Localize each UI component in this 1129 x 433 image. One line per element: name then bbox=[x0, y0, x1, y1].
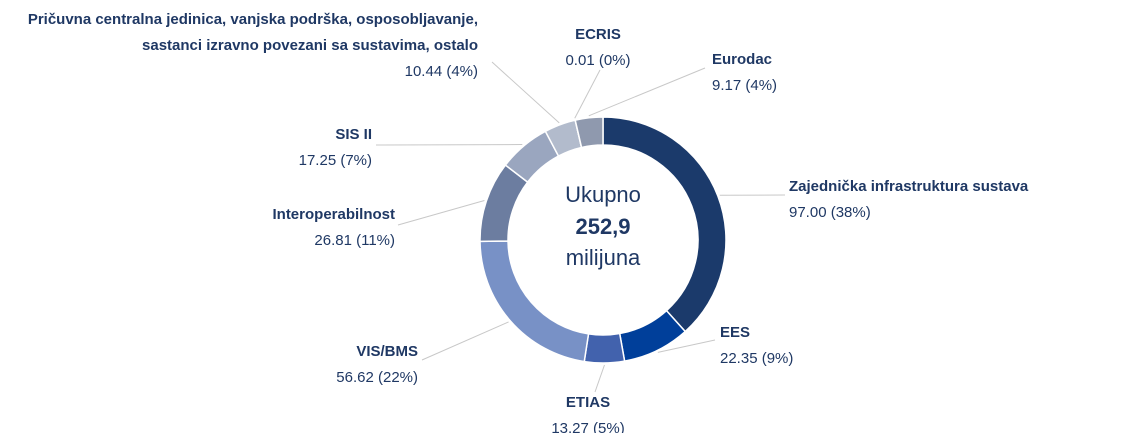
slice-label: Eurodac 9.17 (4%) bbox=[712, 47, 777, 99]
category-label: Zajednička infrastruktura sustava bbox=[789, 178, 1029, 195]
slice-label: SIS II 17.25 (7%) bbox=[0, 122, 372, 174]
value-label: 9.17 (4%) bbox=[712, 77, 778, 94]
category-label: ECRIS bbox=[575, 26, 621, 43]
center-label: 252,9 bbox=[575, 214, 630, 239]
leader-line bbox=[397, 199, 485, 226]
value-label: 22.35 (9%) bbox=[720, 350, 794, 367]
center-label: milijuna bbox=[566, 245, 641, 270]
slice-label: VIS/BMS 56.62 (22%) bbox=[0, 339, 418, 391]
slice-label: ETIAS 13.27 (5%) bbox=[438, 390, 738, 433]
leader-line bbox=[594, 364, 605, 393]
slice-label: Pričuvna centralna jedinica, vanjska pod… bbox=[0, 7, 478, 85]
leader-line bbox=[491, 61, 560, 124]
leader-line bbox=[588, 67, 706, 117]
value-label: 13.27 (5%) bbox=[551, 420, 625, 433]
slice-label: Zajednička infrastruktura sustava 97.00 (… bbox=[789, 174, 1028, 226]
value-label: 17.25 (7%) bbox=[298, 152, 372, 169]
category-label: Eurodac bbox=[712, 51, 773, 68]
category-label: ETIAS bbox=[565, 394, 611, 411]
leader-line bbox=[421, 321, 509, 361]
slice-label: Interoperabilnost 26.81 (11%) bbox=[0, 202, 395, 254]
leader-line bbox=[657, 339, 716, 353]
value-label: 10.44 (4%) bbox=[404, 63, 478, 80]
category-label: VIS/BMS bbox=[356, 343, 418, 360]
category-label: SIS II bbox=[335, 126, 372, 143]
center-label: Ukupno bbox=[565, 182, 641, 207]
category-label: EES bbox=[720, 324, 751, 341]
slice-label: ECRIS 0.01 (0%) bbox=[448, 22, 748, 74]
slice-label: EES 22.35 (9%) bbox=[720, 320, 793, 372]
category-label: Interoperabilnost bbox=[272, 206, 395, 223]
value-label: 97.00 (38%) bbox=[789, 204, 871, 221]
donut-slice bbox=[583, 332, 626, 364]
value-label: 26.81 (11%) bbox=[314, 232, 395, 249]
donut-slice bbox=[574, 116, 604, 149]
category-label: Pričuvna centralna jedinica, vanjska pod… bbox=[27, 11, 478, 54]
value-label: 0.01 (0%) bbox=[565, 52, 631, 69]
value-label: 56.62 (22%) bbox=[336, 369, 418, 386]
leader-line bbox=[574, 69, 601, 119]
